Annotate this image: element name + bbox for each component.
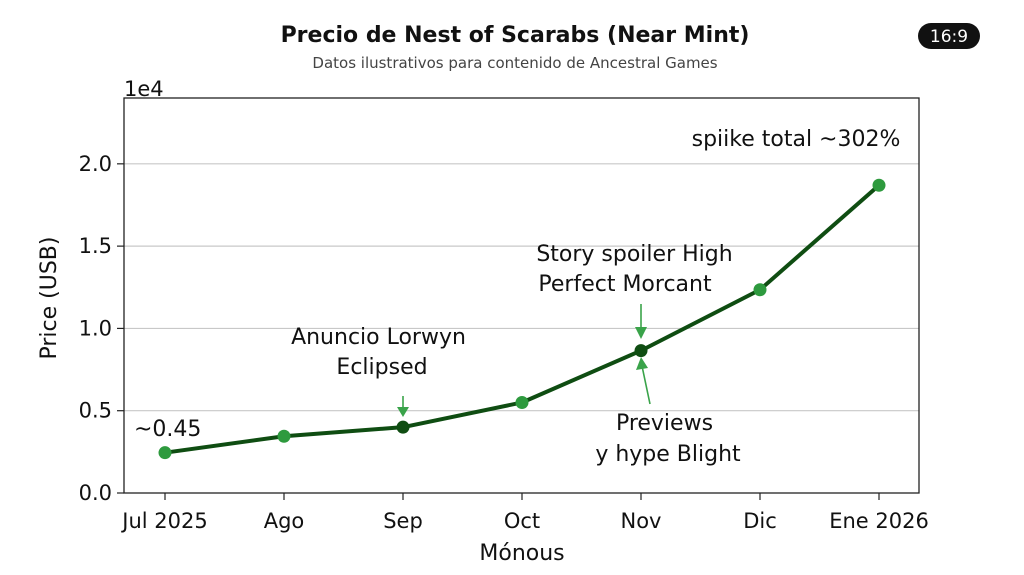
data-point xyxy=(277,429,291,443)
annotation-story-spoiler: Story spoiler High Perfect Morcant xyxy=(536,242,739,297)
data-point xyxy=(515,395,529,409)
series-line xyxy=(163,183,881,455)
annotation-previews: Previews y hype Blight xyxy=(595,411,741,467)
axis-ticks: 0.0 0.5 1.0 1.5 2.0 Jul 2025 Ago Sep Oct Nov Dic En… xyxy=(79,152,929,533)
x-tick-label: Nov xyxy=(621,509,662,533)
annotation-start-value: ~0.45 xyxy=(134,417,201,442)
annotation-story-spoiler-line2: Perfect Morcant xyxy=(538,272,712,297)
annotation-story-spoiler-line1: Story spoiler High xyxy=(536,242,732,267)
data-point xyxy=(158,446,172,460)
annotation-lorwyn-arrow xyxy=(397,396,409,417)
badge-background xyxy=(918,23,980,49)
data-point xyxy=(753,283,767,297)
x-tick-label: Ago xyxy=(264,509,305,533)
annotation-story-spoiler-arrow xyxy=(635,304,647,339)
annotation-lorwyn: Anuncio Lorwyn Eclipsed xyxy=(291,325,473,380)
annotation-previews-line2: y hype Blight xyxy=(595,442,741,467)
x-axis-label: Mónous xyxy=(479,541,564,566)
annotation-previews-arrow xyxy=(636,357,651,405)
y-tick-label: 0.5 xyxy=(79,399,112,423)
y-tick-label: 1.5 xyxy=(79,234,112,258)
badge-label: 16:9 xyxy=(930,27,968,47)
y-tick-label: 2.0 xyxy=(79,152,112,176)
annotation-total-spike: spiike total ~302% xyxy=(692,127,901,152)
data-point xyxy=(634,344,648,358)
annotation-lorwyn-line1: Anuncio Lorwyn xyxy=(291,325,466,350)
y-tick-label: 0.0 xyxy=(79,481,112,505)
x-tick-label: Dic xyxy=(743,509,777,533)
chart-title: Precio de Nest of Scarabs (Near Mint) xyxy=(281,23,750,48)
x-tick-label: Oct xyxy=(504,509,540,533)
data-point xyxy=(396,420,410,434)
x-tick-label: Jul 2025 xyxy=(120,509,207,533)
y-axis-label: Price (USB) xyxy=(37,237,62,360)
annotation-previews-line1: Previews xyxy=(616,411,713,436)
plot-frame xyxy=(123,97,920,494)
data-point xyxy=(872,178,886,192)
y-tick-label: 1.0 xyxy=(79,316,112,340)
grid-lines xyxy=(124,163,919,412)
series-layer xyxy=(158,178,886,460)
annotations: ~0.45 Anuncio Lorwyn Eclipsed Story spoi… xyxy=(134,127,900,467)
x-tick-label: Sep xyxy=(383,509,423,533)
aspect-ratio-badge: 16:9 xyxy=(918,23,980,49)
x-tick-label: Ene 2026 xyxy=(829,509,929,533)
annotation-lorwyn-line2: Eclipsed xyxy=(336,355,427,380)
chart-subtitle: Datos ilustrativos para contenido de Anc… xyxy=(312,54,717,72)
y-multiplier-label: 1e4 xyxy=(124,77,164,101)
